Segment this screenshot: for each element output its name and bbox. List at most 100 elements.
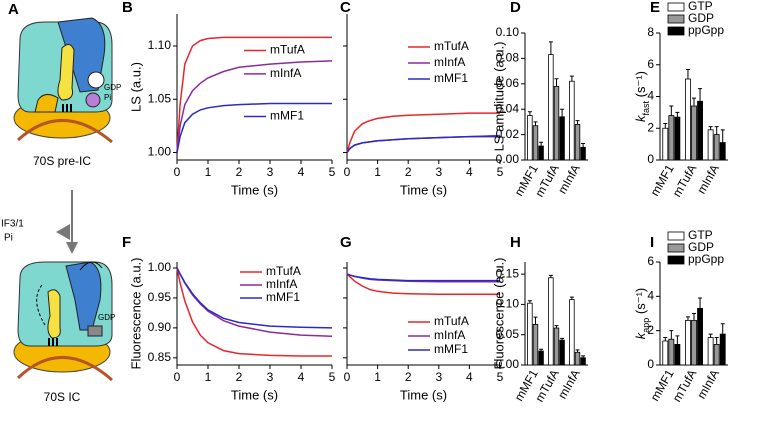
x-axis-label: Time (s) [231, 387, 278, 402]
y-tick-label: 1.10 [148, 38, 172, 52]
bar [691, 105, 697, 161]
codon [62, 104, 64, 112]
bar [685, 319, 691, 366]
panel-label: C [340, 0, 351, 16]
y-axis-label: Fluorescence (a.u.) [491, 258, 506, 370]
panel-label: A [8, 1, 19, 18]
legend-label: GTP [688, 228, 713, 242]
bar [580, 357, 586, 366]
error-bar [569, 75, 574, 82]
if-protein [85, 92, 101, 108]
x-tick-label: 1 [374, 370, 381, 384]
caption: 70S pre-IC [33, 154, 91, 168]
bar [538, 145, 544, 161]
legend-label: ppGpp [688, 23, 724, 37]
error-bar [560, 108, 565, 117]
x-tick-label: 5 [329, 370, 336, 384]
x-tick-label: 0 [344, 370, 351, 384]
y-tick-label: 6 [647, 254, 654, 268]
bar [668, 115, 675, 161]
error-bar [527, 300, 532, 304]
error-bar [548, 41, 553, 55]
error-bar [669, 105, 674, 116]
line [346, 112, 500, 153]
release-arrow [56, 224, 70, 240]
chart: D 0.00 0.02 0.04 0.06 0.08 0.10 LS amplitude (a… [491, 0, 588, 199]
trna [57, 44, 75, 101]
error-bar [663, 337, 668, 341]
bar [707, 129, 714, 161]
error-bar [675, 111, 680, 118]
y-axis-label: kapp (s⁻¹) [633, 288, 651, 340]
error-bar [548, 274, 553, 278]
x-tick-label: 3 [267, 165, 274, 179]
movement [79, 261, 103, 271]
panel-label: F [122, 234, 131, 251]
bar [713, 343, 720, 366]
x-tick-label: 4 [466, 165, 473, 179]
y-tick-label: 0.95 [148, 290, 172, 304]
x-tick-label: 2 [405, 370, 412, 384]
codon [56, 338, 58, 346]
bar [538, 350, 544, 366]
panel-label: E [650, 0, 660, 16]
y-tick-label: 6 [647, 57, 654, 71]
gtp-site [87, 71, 105, 89]
x-tick-label: 3 [435, 165, 442, 179]
bar [697, 100, 703, 161]
legend-label: mInfA [270, 66, 301, 80]
line [346, 135, 500, 153]
x-tick-label: 3 [267, 370, 274, 384]
error-bar [575, 120, 580, 125]
legend-label: mTufA [434, 314, 469, 328]
legend-label: GDP [688, 11, 714, 25]
bar [674, 116, 681, 161]
mrna [16, 119, 113, 144]
legend-label: mTufA [270, 43, 305, 57]
bar [553, 327, 560, 366]
chart: F 0.85 0.90 0.95 1.00 Fluorescence (a.u.) 0 1 2 3… [122, 234, 336, 402]
legend-swatch [667, 14, 685, 24]
pi-release: Pi [4, 233, 13, 244]
bar [532, 324, 539, 366]
mrna [16, 356, 113, 382]
x-tick-label: 4 [466, 370, 473, 384]
bar [662, 340, 669, 366]
y-tick-label: 2 [647, 120, 654, 134]
bar [527, 302, 533, 366]
error-bar [685, 69, 690, 80]
legend-label: mTufA [266, 264, 301, 278]
x-tick-label: mInfA [694, 162, 722, 196]
y-tick-label: 1.05 [148, 91, 172, 105]
bar [697, 307, 703, 366]
label-symbol: k [633, 114, 648, 122]
legend-label: ppGpp [688, 252, 724, 266]
chart: B 1.00 1.05 1.10 LS (a.u.) 0 1 2 3 4 5 Time (s) mTuf… [122, 0, 336, 197]
x-tick-label: 1 [205, 165, 212, 179]
x-axis-label: Time (s) [400, 182, 447, 197]
codon [66, 104, 68, 112]
y-tick-label: 0 [647, 357, 654, 371]
y-tick-label: 0 [647, 152, 654, 166]
y-tick-label: 4 [647, 89, 654, 103]
line [346, 273, 500, 282]
error-bar [708, 126, 713, 130]
line [176, 60, 333, 153]
legend-label: mMF1 [270, 109, 304, 123]
y-tick-label: 2 [647, 323, 654, 337]
x-tick-label: 2 [405, 165, 412, 179]
error-bar [692, 313, 696, 321]
panel-label: H [510, 234, 521, 251]
bar [559, 116, 565, 161]
error-bar [533, 316, 538, 325]
legend-swatch [667, 243, 685, 253]
legend-swatch [667, 26, 685, 36]
codon [48, 338, 50, 346]
legend-label: mMF1 [266, 290, 300, 304]
y-axis-label: kfast (s⁻¹) [633, 71, 651, 122]
y-tick-label: 0.10 [496, 297, 520, 311]
error-bar [698, 88, 703, 102]
y-tick-label: 0.02 [496, 127, 520, 141]
